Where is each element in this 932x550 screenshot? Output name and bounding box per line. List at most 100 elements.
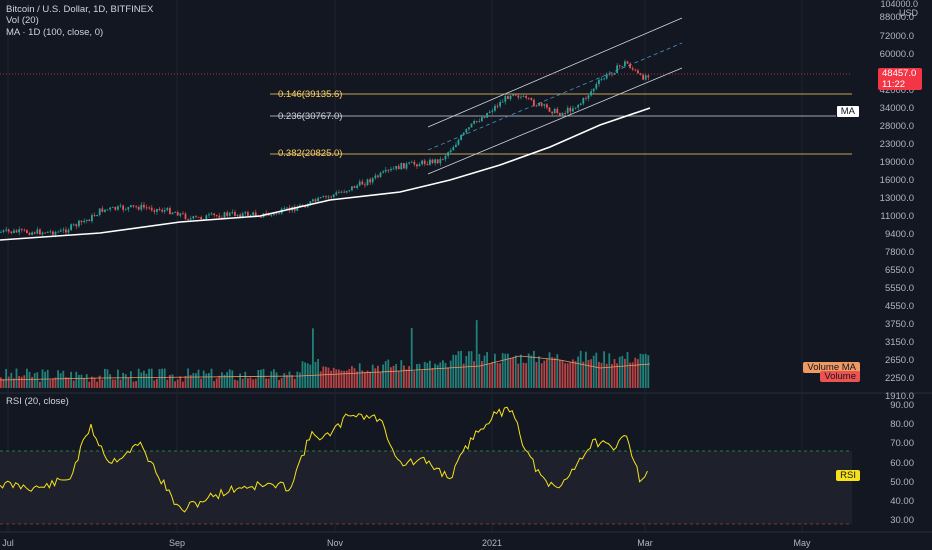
candle-body bbox=[18, 229, 20, 233]
candle-body bbox=[10, 231, 13, 233]
candle-body bbox=[70, 224, 72, 230]
volume-bar bbox=[223, 374, 226, 388]
fib-label-0146: 0.146(39135.6) bbox=[278, 89, 342, 100]
candle-body bbox=[561, 113, 564, 117]
volume-bar bbox=[343, 370, 345, 388]
volume-bar bbox=[551, 357, 553, 388]
volume-bar bbox=[634, 357, 637, 388]
volume-bar bbox=[179, 376, 182, 388]
volume-bar bbox=[379, 371, 382, 388]
candle-body bbox=[0, 231, 2, 233]
volume-bar bbox=[457, 351, 460, 388]
time-axis-label: Nov bbox=[326, 538, 344, 548]
volume-legend[interactable]: Vol (20) bbox=[6, 15, 39, 26]
price-axis-label: 3750.0 bbox=[884, 319, 914, 330]
candle-body bbox=[148, 207, 150, 209]
volume-bar bbox=[405, 369, 408, 388]
ma-legend[interactable]: MA · 1D (100, close, 0) bbox=[6, 27, 104, 38]
volume-bar bbox=[462, 363, 465, 388]
volume-bar bbox=[325, 366, 327, 388]
price-axis-currency[interactable]: 104000.0 USD bbox=[880, 0, 918, 18]
price-axis-label: 88000.0 bbox=[879, 12, 914, 23]
volume-bar bbox=[200, 378, 202, 388]
candle-body bbox=[598, 79, 600, 85]
candle-body bbox=[93, 215, 96, 217]
candle-body bbox=[499, 102, 501, 107]
volume-bar bbox=[392, 365, 395, 388]
candle-body bbox=[595, 84, 598, 89]
fib-retracement[interactable] bbox=[270, 93, 852, 155]
volume-bar bbox=[161, 368, 163, 388]
volume-bar bbox=[10, 372, 13, 388]
volume-bar bbox=[231, 370, 234, 388]
candle-body bbox=[634, 69, 637, 71]
candle-body bbox=[475, 121, 478, 122]
candle-body bbox=[621, 66, 624, 67]
candle-body bbox=[587, 95, 590, 99]
candle-body bbox=[431, 159, 434, 164]
candle-body bbox=[119, 205, 122, 207]
candle-body bbox=[546, 104, 548, 108]
volume-bar bbox=[137, 368, 140, 388]
rsi-axis-label: 40.00 bbox=[890, 496, 914, 507]
volume-bar bbox=[637, 359, 639, 388]
volume-bar bbox=[80, 374, 83, 388]
candle-body bbox=[507, 95, 509, 100]
volume-bar bbox=[566, 363, 569, 388]
rsi-legend[interactable]: RSI (20, close) bbox=[6, 396, 69, 407]
volume-bar bbox=[561, 360, 564, 388]
candle-body bbox=[239, 214, 241, 217]
volume-bar bbox=[629, 362, 631, 388]
candle-body bbox=[369, 179, 371, 183]
volume-bar bbox=[353, 368, 356, 388]
volume-bar bbox=[319, 371, 322, 388]
parallel-channel[interactable] bbox=[427, 17, 683, 175]
volume-bar bbox=[197, 369, 200, 388]
candle-body bbox=[457, 139, 460, 145]
volume-bar bbox=[257, 370, 260, 388]
volume-bar bbox=[595, 352, 598, 388]
candle-body bbox=[436, 159, 439, 164]
volume-bar bbox=[234, 379, 236, 388]
time-axis-label: Sep bbox=[168, 538, 186, 548]
candle-body bbox=[611, 73, 613, 75]
volume-bar bbox=[163, 368, 166, 388]
price-axis-label: 4550.0 bbox=[884, 301, 914, 312]
volume-bar bbox=[301, 361, 304, 388]
volume-bar bbox=[434, 363, 436, 388]
candle-body bbox=[72, 224, 75, 226]
volume-bar bbox=[340, 370, 343, 388]
volume-bar bbox=[481, 361, 483, 388]
volume-bar bbox=[130, 371, 132, 388]
candle-body bbox=[145, 207, 148, 209]
volume-bar bbox=[109, 374, 111, 388]
volume-bar bbox=[468, 351, 470, 388]
candle-body bbox=[460, 134, 462, 140]
candle-body bbox=[54, 231, 57, 235]
fib-label-0382: 0.382(20825.0) bbox=[278, 148, 342, 159]
volume-bar bbox=[483, 355, 486, 388]
price-axis-label: 13000.0 bbox=[879, 193, 914, 204]
candle-body bbox=[335, 192, 338, 195]
volume-bar bbox=[124, 374, 127, 388]
candle-body bbox=[556, 108, 559, 114]
candle-body bbox=[408, 162, 410, 164]
candle-body bbox=[286, 207, 288, 209]
volume-bar bbox=[377, 365, 379, 388]
candle-body bbox=[296, 207, 299, 211]
candle-body bbox=[332, 194, 335, 197]
volume-bar bbox=[400, 360, 403, 388]
price-axis-label: 28000.0 bbox=[879, 121, 914, 132]
symbol-legend[interactable]: Bitcoin / U.S. Dollar, 1D, BITFINEX bbox=[6, 4, 154, 15]
volume-bar bbox=[540, 363, 543, 388]
volume-bar bbox=[603, 351, 605, 388]
ma-line bbox=[0, 107, 651, 241]
candle-body bbox=[421, 160, 423, 165]
volume-bar bbox=[475, 320, 478, 388]
candle-body bbox=[548, 107, 551, 112]
volume-bar bbox=[390, 367, 392, 388]
time-axis-label: May bbox=[793, 538, 811, 548]
candle-body bbox=[218, 215, 221, 218]
candle-body bbox=[486, 112, 488, 118]
